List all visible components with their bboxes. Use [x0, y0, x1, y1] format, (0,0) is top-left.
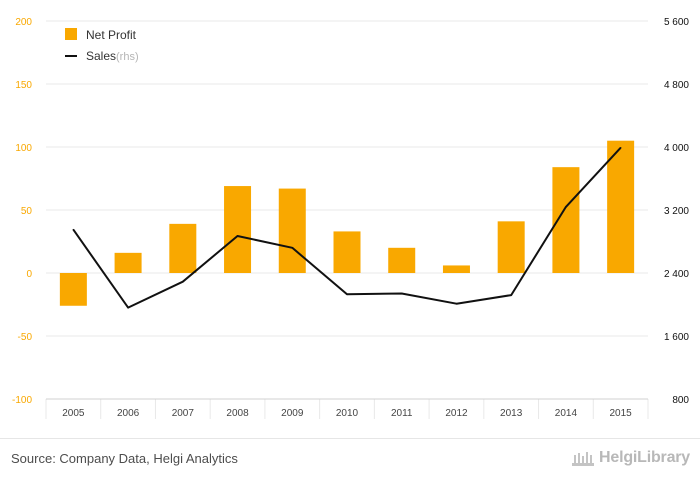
source-note: Source: Company Data, Helgi Analytics — [11, 451, 238, 466]
bar-net-profit-2008 — [224, 186, 252, 273]
bar-net-profit-2011 — [388, 247, 416, 273]
bars — [59, 140, 635, 306]
sales-line-group — [72, 146, 622, 309]
left-tick-label: 200 — [15, 17, 32, 28]
right-tick-label: 4 800 — [664, 80, 689, 91]
right-tick-label: 1 600 — [664, 332, 689, 343]
sales-point-2005 — [72, 228, 75, 231]
legend-sales-label: Sales — [86, 49, 116, 63]
sales-point-2014 — [565, 206, 567, 208]
x-tick-label: 2008 — [226, 408, 249, 419]
sales-point-2011 — [400, 292, 403, 295]
library-icon — [572, 452, 595, 466]
bar-net-profit-2010 — [333, 231, 361, 273]
bar-net-profit-2014 — [552, 167, 580, 273]
bar-net-profit-2015 — [607, 140, 635, 273]
x-tick-label: 2010 — [336, 408, 359, 419]
x-tick-label: 2012 — [445, 408, 468, 419]
sales-point-2009 — [291, 247, 294, 249]
sales-point-2008 — [236, 235, 239, 237]
right-tick-label: 800 — [672, 395, 689, 406]
sales-point-2010 — [346, 293, 348, 296]
bar-net-profit-2007 — [169, 223, 197, 273]
bar-net-profit-2009 — [278, 188, 306, 273]
x-tick-label: 2007 — [172, 408, 195, 419]
left-tick-label: 0 — [26, 269, 32, 280]
x-tick-label: 2014 — [555, 408, 578, 419]
right-tick-label: 5 600 — [664, 17, 689, 28]
x-tick-label: 2013 — [500, 408, 523, 419]
footer-divider — [0, 438, 700, 439]
legend-bar-swatch — [65, 28, 77, 40]
left-tick-label: -50 — [18, 332, 33, 343]
x-axis: 2005 2006 2007 2008 2009 2010 2011 2012 2013 2014… — [62, 408, 632, 419]
legend-net-profit-label: Net Profit — [86, 28, 137, 42]
sales-point-2006 — [127, 306, 129, 309]
x-tick-label: 2009 — [281, 408, 304, 419]
left-tick-label: 100 — [15, 143, 32, 154]
left-tick-label: 150 — [15, 80, 32, 91]
sales-line — [72, 147, 622, 309]
sales-point-2007 — [182, 280, 184, 283]
bar-net-profit-2006 — [114, 252, 142, 273]
brand-name: HelgiLibrary — [599, 449, 690, 466]
sales-point-2013 — [510, 294, 512, 296]
left-tick-label: 50 — [21, 206, 33, 217]
x-tick-label: 2005 — [62, 408, 85, 419]
left-tick-label: -100 — [12, 395, 32, 406]
bar-net-profit-2005 — [59, 273, 87, 306]
sales-point-2015 — [619, 146, 622, 149]
right-axis: 5 600 4 800 4 000 3 200 2 400 1 600 800 — [664, 17, 689, 406]
right-tick-label: 3 200 — [664, 206, 689, 217]
right-tick-label: 4 000 — [664, 143, 689, 154]
bar-net-profit-2012 — [442, 265, 470, 273]
x-tick-label: 2011 — [391, 408, 413, 419]
brand-logo[interactable]: HelgiLibrary — [571, 449, 690, 467]
combo-chart-svg: 200 150 100 50 0 -50 -100 5 600 4 800 4 000 3 200… — [12, 17, 689, 419]
right-tick-label: 2 400 — [664, 269, 689, 280]
legend-sales-rhs-note: (rhs) — [116, 51, 139, 63]
left-axis: 200 150 100 50 0 -50 -100 — [12, 17, 32, 406]
bar-net-profit-2013 — [497, 221, 525, 273]
x-tick-label: 2015 — [610, 408, 633, 419]
sales-point-2012 — [455, 302, 458, 305]
x-tick-label: 2006 — [117, 408, 140, 419]
legend: Net Profit Sales (rhs) — [65, 28, 139, 63]
